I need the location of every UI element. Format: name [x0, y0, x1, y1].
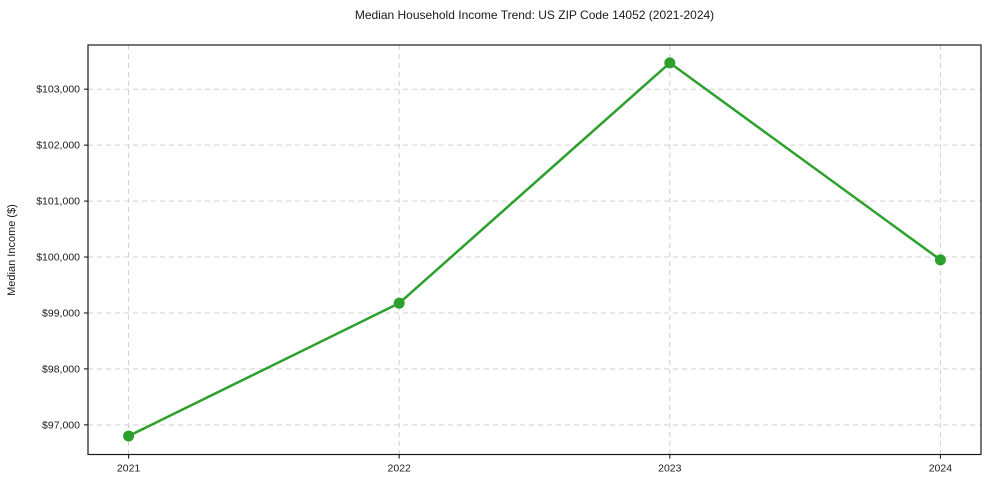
x-tick-label: 2024	[929, 463, 953, 475]
plot-frame	[87, 44, 982, 456]
y-tick-label: $102,000	[36, 140, 80, 152]
y-tick-label: $103,000	[36, 84, 80, 96]
data-point	[664, 57, 676, 69]
y-axis-label: Median Income ($)	[6, 204, 18, 296]
x-tick-label: 2022	[388, 463, 412, 475]
data-point	[934, 254, 946, 266]
chart-title: Median Household Income Trend: US ZIP Co…	[354, 8, 715, 22]
data-layer	[123, 57, 946, 442]
data-point	[393, 297, 405, 309]
grid-layer	[88, 45, 981, 455]
data-point	[123, 430, 135, 442]
y-tick-label: $100,000	[36, 252, 80, 264]
y-tick-label: $97,000	[42, 419, 80, 431]
tick-layer	[84, 88, 941, 459]
y-tick-label: $98,000	[42, 363, 80, 375]
trend-line	[127, 61, 942, 438]
y-tick-label: $101,000	[36, 196, 80, 208]
tick-label-layer: $97,000 $98,000 $99,000 $100,000 $101,000 $10…	[36, 84, 952, 475]
y-tick-label: $99,000	[42, 307, 80, 319]
x-tick-label: 2021	[117, 463, 141, 475]
x-tick-label: 2023	[658, 463, 682, 475]
